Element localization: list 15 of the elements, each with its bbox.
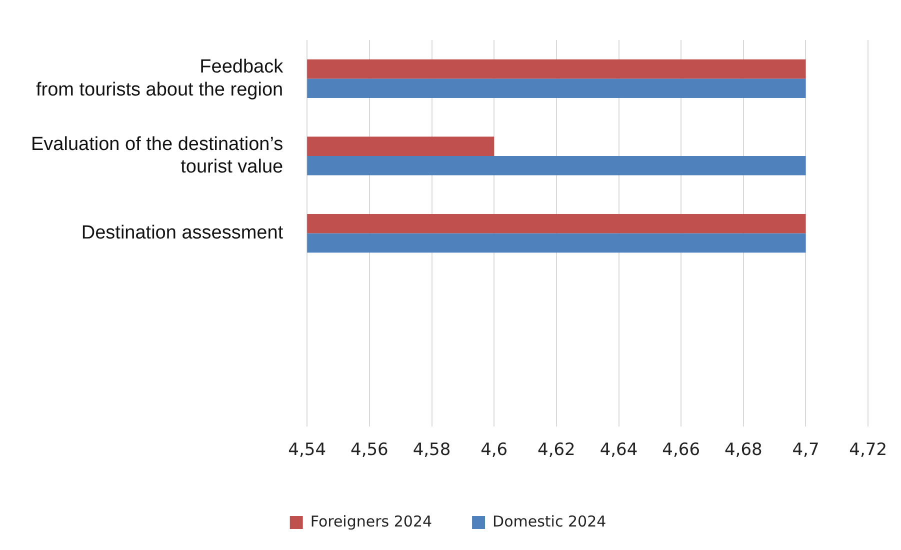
x-tick-label: 4,56 bbox=[350, 440, 388, 460]
y-tick-label: Destination assessment bbox=[81, 222, 284, 244]
x-tick-label: 4,64 bbox=[600, 440, 638, 460]
legend-label: Domestic 2024 bbox=[492, 512, 606, 530]
legend-label: Foreigners 2024 bbox=[310, 512, 432, 530]
x-tick-label: 4,6 bbox=[480, 440, 508, 460]
x-tick-label: 4,54 bbox=[288, 440, 326, 460]
x-tick-label: 4,7 bbox=[792, 440, 820, 460]
y-tick-label: Feedback from tourists about the region bbox=[36, 56, 284, 100]
y-tick-label: Evaluation of the destination’s tourist value bbox=[30, 134, 284, 178]
x-tick-label: 4,58 bbox=[412, 440, 451, 460]
x-tick-label: 4,66 bbox=[662, 440, 700, 460]
x-tick-label: 4,68 bbox=[724, 440, 762, 460]
x-tick-label: 4,62 bbox=[537, 440, 576, 460]
x-tick-label: 4,72 bbox=[849, 440, 888, 460]
